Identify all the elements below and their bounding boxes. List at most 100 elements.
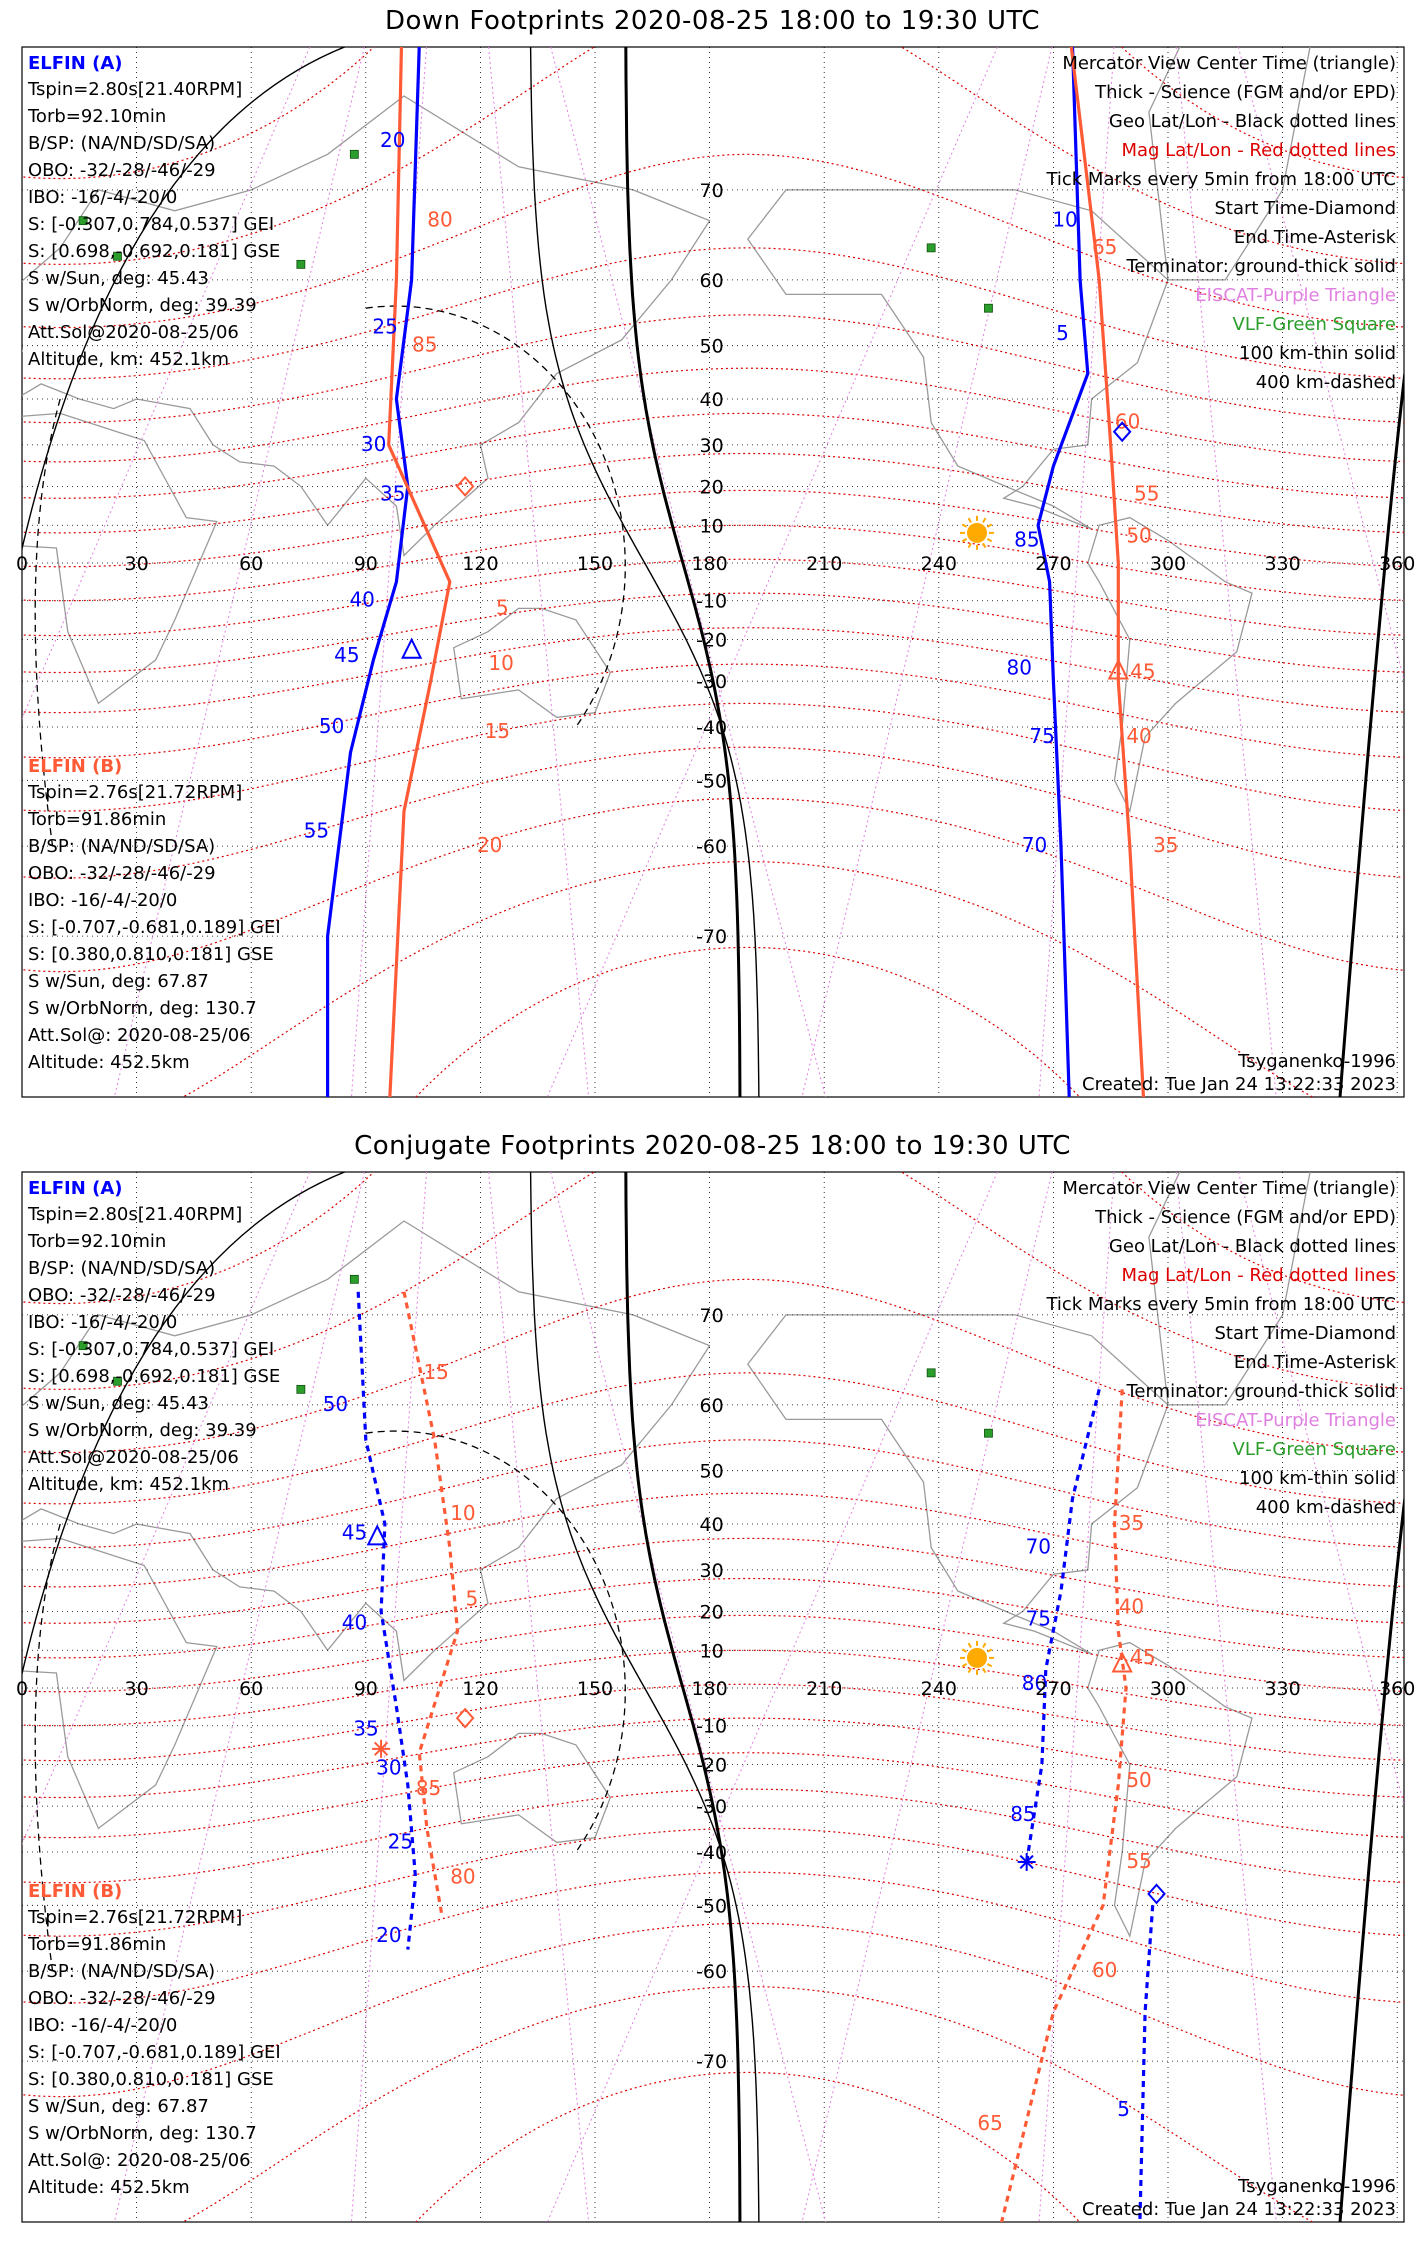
elfin-a-tick-label: 70 (1026, 1535, 1051, 1559)
elfin-b-tick-label: 35 (1153, 833, 1178, 857)
view-center-triangle-icon (1111, 1651, 1133, 1673)
elfin-a-tick-label: 45 (342, 1521, 367, 1545)
mag-latitude-line (22, 452, 1404, 534)
mag-latitude-line (22, 746, 1404, 879)
sun-ray (982, 1642, 987, 1648)
longitude-label: 300 (1150, 1678, 1186, 1700)
latitude-label: 10 (700, 515, 724, 537)
down-footprints-map: 2025303540455055510707580858085510152065… (0, 0, 1425, 1098)
elfin-b-tick-label: 85 (416, 1776, 441, 1800)
elfin-b-info-line: Altitude: 452.5km (28, 1052, 190, 1073)
model-label: Tsyganenko-1996 (1237, 2176, 1396, 2197)
legend-line: 100 km-thin solid (1239, 1468, 1396, 1489)
elfin-a-info-line: B/SP: (NA/ND/SD/SA) (28, 133, 215, 154)
elfin-a-tick-label: 10 (1052, 208, 1077, 232)
longitude-label: 330 (1264, 1678, 1300, 1700)
longitude-label: 150 (577, 553, 613, 575)
elfin-a-tick-label: 25 (372, 315, 397, 339)
coastline (1148, 47, 1311, 281)
latitude-label: -20 (696, 1755, 727, 1777)
mag-latitude-line (22, 247, 1404, 380)
mag-longitude-line (546, 47, 998, 1097)
elfin-a-tick-label: 80 (1006, 655, 1031, 679)
longitude-label: 120 (462, 553, 498, 575)
longitude-label: 120 (462, 1678, 498, 1700)
elfin-b-track-east (1069, 47, 1146, 1097)
elfin-a-tick-label: 80 (1022, 1671, 1047, 1695)
latitude-label: -60 (696, 836, 727, 858)
coastline (22, 1220, 711, 1682)
mag-latitude-line (22, 1172, 1404, 1305)
longitude-label: 330 (1264, 553, 1300, 575)
vlf-square-icon (78, 216, 88, 226)
mag-latitude-line (22, 558, 1404, 637)
mag-latitude-line (22, 1577, 1404, 1659)
sun-ray (967, 542, 972, 549)
mag-latitude-line (22, 524, 1404, 602)
elfin-a-info-line: IBO: -16/-4/-20/0 (28, 1312, 177, 1333)
sun-ray (967, 1642, 972, 1648)
mag-latitude-line (22, 489, 1404, 568)
longitude-label: 90 (354, 553, 378, 575)
elfin-a-tick-label: 20 (376, 1923, 401, 1947)
elfin-a-tick-label: 85 (1010, 1802, 1035, 1826)
legend-line: 400 km-dashed (1256, 1497, 1396, 1518)
coastline (746, 1314, 1169, 1655)
coastline (22, 412, 218, 705)
elfin-b-info-line: OBO: -32/-28/-46/-29 (28, 863, 216, 884)
elfin-a-info-line: Tspin=2.80s[21.40RPM] (27, 1204, 242, 1225)
elfin-b-info-line: S: [0.380,0.810,0.181] GSE (28, 944, 274, 965)
legend-line: End Time-Asterisk (1234, 1352, 1397, 1373)
mag-latitude-line (22, 797, 1404, 973)
mag-longitude-line (22, 47, 311, 720)
start-diamond-icon (1147, 1883, 1166, 1905)
elfin-b-tick-label: 35 (1119, 1511, 1144, 1535)
legend-line: Thick - Science (FGM and/or EPD) (1094, 82, 1396, 103)
elfin-a-info-line: IBO: -16/-4/-20/0 (28, 187, 177, 208)
legend-line: Tick Marks every 5min from 18:00 UTC (1045, 169, 1396, 190)
longitude-label: 30 (125, 553, 149, 575)
elfin-a-tick-label: 30 (361, 432, 386, 456)
elfin-b-tick-label: 65 (1092, 235, 1117, 259)
elfin-a-info-line: OBO: -32/-28/-46/-29 (28, 160, 216, 181)
elfin-b-tick-label: 50 (1126, 524, 1151, 548)
legend-line: Geo Lat/Lon - Black dotted lines (1109, 1236, 1396, 1257)
elfin-a-tick-label: 50 (323, 1392, 348, 1416)
elfin-a-info-line: S: [0.698,-0.692,0.181] GSE (28, 241, 280, 262)
elfin-a-info-line: Att.Sol@2020-08-25/06 (28, 1447, 239, 1468)
legend-line: Start Time-Diamond (1214, 198, 1396, 219)
legend-line: VLF-Green Square (1233, 1439, 1396, 1460)
elfin-a-info-line: S: [-0.307,0.784,0.537] GEI (28, 1339, 274, 1360)
elfin-b-info-line: Tspin=2.76s[21.72RPM] (27, 1907, 242, 1928)
terminator-east (1338, 1498, 1404, 2222)
mag-longitude-line (22, 1172, 311, 1845)
down-footprints-panel: Down Footprints 2020-08-25 18:00 to 19:3… (0, 0, 1425, 1098)
elfin-b-info-line: Torb=91.86min (27, 809, 166, 830)
terminator-400km (365, 1430, 626, 1853)
latitude-label: -20 (696, 630, 727, 652)
elfin-a-tick-label: 85 (1014, 527, 1039, 551)
latitude-label: 10 (700, 1640, 724, 1662)
longitude-label: 180 (691, 1678, 727, 1700)
longitude-label: 270 (1035, 1678, 1071, 1700)
latitude-label: -60 (696, 1961, 727, 1983)
mag-latitude-line (22, 47, 1404, 266)
start-diamond-icon (455, 1707, 475, 1729)
elfin-a-tick-label: 5 (1117, 2097, 1130, 2121)
mag-latitude-line (22, 1871, 1404, 2004)
longitude-label: 360 (1379, 553, 1415, 575)
sun-ray (967, 1667, 972, 1674)
coastline (1148, 1172, 1311, 1406)
elfin-a-track (356, 1291, 418, 1950)
elfin-a-tick-label: 50 (319, 714, 344, 738)
mag-longitude-line (1237, 47, 1404, 682)
mag-longitude-line (488, 47, 590, 1097)
mag-longitude-line (488, 1172, 590, 2222)
latitude-label: -10 (696, 591, 727, 613)
mag-latitude-line (0, 0, 1425, 39)
longitude-label: 0 (16, 553, 28, 575)
legend-line: Terminator: ground-thick solid (1125, 1381, 1396, 1402)
elfin-b-info-line: IBO: -16/-4/-20/0 (28, 890, 177, 911)
coastline (452, 1732, 612, 1844)
elfin-a-tick-label: 5 (1056, 321, 1069, 345)
